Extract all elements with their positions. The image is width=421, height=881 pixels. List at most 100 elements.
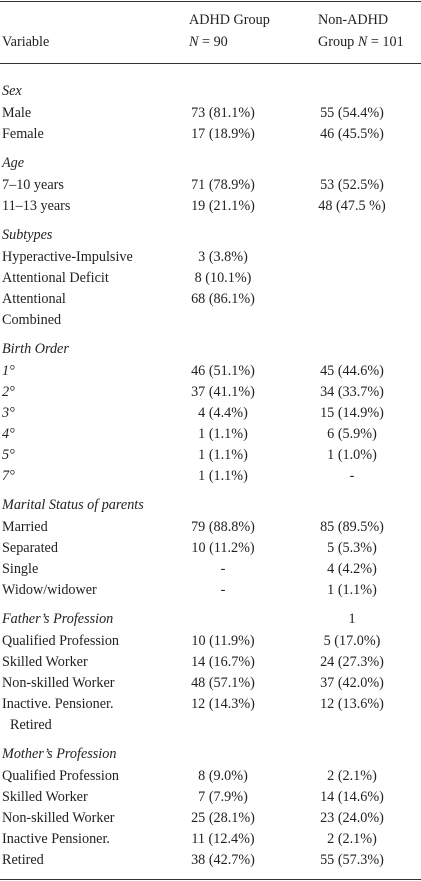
section-label: Sex (2, 83, 22, 99)
table-row: 3° 4 (4.4%) 15 (14.9%) (0, 403, 421, 424)
table-row: Inactive Pensioner. 11 (12.4%) 2 (2.1%) (0, 829, 421, 850)
non-adhd-value: 23 (24.0%) (320, 810, 384, 826)
adhd-value: 19 (21.1%) (191, 198, 255, 214)
adhd-value: 3 (3.8%) (198, 249, 248, 265)
non-adhd-value: 53 (52.5%) (320, 177, 384, 193)
header-variable: Variable (2, 34, 50, 50)
table-row: 2° 37 (41.1%) 34 (33.7%) (0, 382, 421, 403)
non-adhd-value: 5 (5.3%) (327, 540, 377, 556)
adhd-value: 14 (16.7%) (191, 654, 255, 670)
variable-label: Inactive Pensioner. (2, 831, 110, 847)
header-non-adhd-n-label: N (357, 34, 368, 50)
header-non-adhd: Non-ADHD (318, 12, 389, 28)
section-label: Age (2, 155, 25, 171)
table-row: Skilled Worker 7 (7.9%) 14 (14.6%) (0, 787, 421, 808)
section-row: Sex (0, 73, 421, 103)
adhd-value: 10 (11.9%) (191, 633, 255, 649)
non-adhd-value: 24 (27.3%) (320, 654, 384, 670)
adhd-value: 17 (18.9%) (191, 126, 255, 142)
variable-label: 7–10 years (2, 177, 64, 193)
section-label: Birth Order (2, 341, 69, 357)
variable-label: Retired (2, 852, 44, 868)
header-non-adhd-prefix: Group (318, 34, 358, 50)
section-label: Marital Status of parents (2, 497, 144, 513)
non-adhd-value: 45 (44.6%) (320, 363, 384, 379)
adhd-value: 8 (10.1%) (194, 270, 252, 286)
header-adhd-group: ADHD Group (189, 12, 270, 28)
adhd-value: 71 (78.9%) (191, 177, 255, 193)
section-label: Father’s Profession (2, 611, 114, 627)
adhd-value: 48 (57.1%) (191, 675, 255, 691)
adhd-value: 46 (51.1%) (191, 363, 255, 379)
table-row: Qualified Profession 10 (11.9%) 5 (17.0%) (0, 631, 421, 652)
table-row: Attentional Combined 68 (86.1%) (0, 289, 421, 331)
section-label: Mother’s Profession (2, 746, 117, 762)
non-adhd-value: 5 (17.0%) (323, 633, 381, 649)
adhd-value: 8 (9.0%) (198, 768, 248, 784)
variable-label-line2: Combined (2, 312, 62, 328)
header-adhd-n-value: = 90 (198, 34, 228, 50)
section-row: Subtypes (0, 217, 421, 247)
adhd-value: 4 (4.4%) (198, 405, 248, 421)
adhd-value: 79 (88.8%) (191, 519, 255, 535)
non-adhd-value: 46 (45.5%) (320, 126, 384, 142)
variable-label: Single (2, 561, 39, 577)
table-row: Male 73 (81.1%) 55 (54.4%) (0, 103, 421, 124)
non-adhd-value: 34 (33.7%) (320, 384, 384, 400)
variable-label: Inactive. Pensioner. Retired (2, 694, 114, 736)
table-row: 7° 1 (1.1%) - (0, 466, 421, 487)
non-adhd-value: 14 (14.6%) (320, 789, 384, 805)
table-row: Female 17 (18.9%) 46 (45.5%) (0, 124, 421, 145)
table-row: 11–13 years 19 (21.1%) 48 (47.5 %) (0, 196, 421, 217)
variable-label: Widow/widower (2, 582, 97, 598)
variable-label: Separated (2, 540, 58, 556)
non-adhd-value: 55 (57.3%) (320, 852, 384, 868)
adhd-value: 68 (86.1%) (191, 291, 255, 307)
adhd-value: 12 (14.3%) (191, 696, 255, 712)
section-label: Subtypes (2, 227, 53, 243)
table-row: Single - 4 (4.2%) (0, 559, 421, 580)
table-row: Married 79 (88.8%) 85 (89.5%) (0, 517, 421, 538)
header-adhd-n-label: N (189, 34, 199, 50)
non-adhd-value: 1 (1.1%) (327, 582, 377, 598)
table-row: 1° 46 (51.1%) 45 (44.6%) (0, 361, 421, 382)
section-row: Birth Order (0, 331, 421, 361)
table-body: Sex Male 73 (81.1%) 55 (54.4%) Female 17 (18.… (0, 73, 421, 871)
non-adhd-value: 2 (2.1%) (327, 831, 377, 847)
table-row: Widow/widower - 1 (1.1%) (0, 580, 421, 601)
variable-label: Qualified Profession (2, 768, 120, 784)
adhd-value: - (220, 582, 226, 598)
variable-label: Qualified Profession (2, 633, 120, 649)
non-adhd-value: 2 (2.1%) (327, 768, 377, 784)
section-row: Marital Status of parents (0, 487, 421, 517)
table-row: 4° 1 (1.1%) 6 (5.9%) (0, 424, 421, 445)
variable-label: 7° (2, 468, 15, 484)
table-bottom-rule (0, 879, 421, 880)
header-non-adhd-n-value: = 101 (367, 34, 404, 50)
variable-label: 3° (2, 405, 15, 421)
non-adhd-value: 37 (42.0%) (320, 675, 384, 691)
table-row: Separated 10 (11.2%) 5 (5.3%) (0, 538, 421, 559)
non-adhd-value: 1 (1.0%) (327, 447, 377, 463)
non-adhd-value: 85 (89.5%) (320, 519, 384, 535)
section-row: Age (0, 145, 421, 175)
variable-label: Married (2, 519, 48, 535)
table-row: Non-skilled Worker 25 (28.1%) 23 (24.0%) (0, 808, 421, 829)
non-adhd-value: 4 (4.2%) (327, 561, 377, 577)
variable-label: Non-skilled Worker (2, 810, 115, 826)
variable-label: Non-skilled Worker (2, 675, 115, 691)
table-top-rule (0, 1, 421, 2)
variable-label: Skilled Worker (2, 654, 88, 670)
non-adhd-value: - (349, 468, 355, 484)
adhd-value: - (220, 561, 226, 577)
adhd-value: 37 (41.1%) (191, 384, 255, 400)
variable-label: Skilled Worker (2, 789, 88, 805)
variable-label: Hyperactive-Impulsive (2, 249, 133, 265)
variable-label: 11–13 years (2, 198, 71, 214)
variable-label: Male (2, 105, 32, 121)
variable-label: Attentional Combined (2, 289, 66, 331)
non-adhd-value: 12 (13.6%) (320, 696, 384, 712)
header-adhd-n: N = 90 (189, 31, 228, 53)
table-row: Attentional Deficit 8 (10.1%) (0, 268, 421, 289)
